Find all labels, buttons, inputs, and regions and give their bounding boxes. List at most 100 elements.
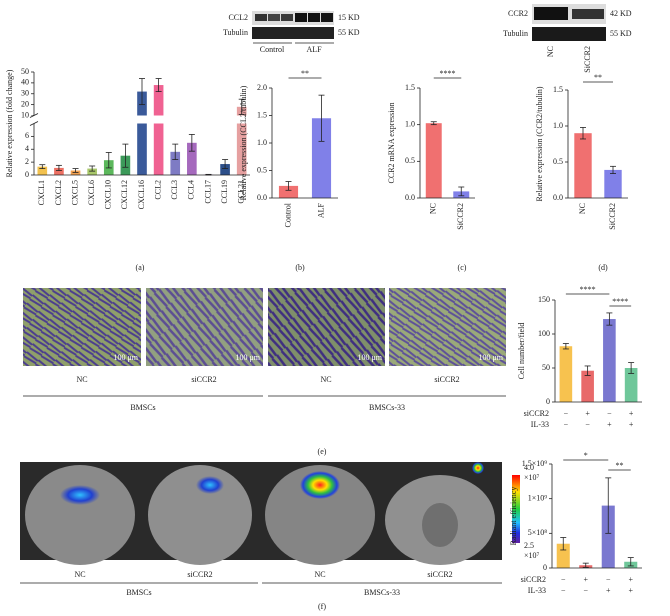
bar bbox=[37, 166, 48, 175]
band bbox=[268, 14, 280, 21]
blot-size: 42 KD bbox=[610, 9, 632, 18]
y-tick-label: 2 bbox=[25, 157, 29, 166]
bar bbox=[556, 543, 570, 568]
condition-mark: − bbox=[585, 420, 590, 429]
panel-label: (d) bbox=[598, 263, 608, 272]
lane-label: SiCCR2 bbox=[583, 46, 592, 73]
y-tick-label: 0 bbox=[543, 563, 547, 572]
micrograph bbox=[146, 288, 263, 366]
condition-mark: − bbox=[564, 420, 569, 429]
x-tick-label: CCL2 bbox=[153, 180, 162, 200]
condition-mark: + bbox=[628, 575, 633, 584]
panel-label: (b) bbox=[295, 263, 305, 272]
significance-label: ** bbox=[616, 461, 624, 470]
signal bbox=[300, 471, 340, 499]
x-tick-label: CXCL16 bbox=[137, 180, 146, 209]
x-tick-label: CXCL2 bbox=[54, 180, 63, 205]
colorbar bbox=[512, 475, 520, 543]
signal bbox=[60, 485, 100, 505]
x-tick-label: SiCCR2 bbox=[608, 203, 617, 230]
group-label: BMSCs bbox=[126, 588, 151, 597]
y-tick-label: 1.5 bbox=[405, 83, 415, 92]
y-tick-label: 1.0 bbox=[257, 138, 267, 147]
y-tick-label: 0 bbox=[25, 170, 29, 179]
panel-label: (a) bbox=[136, 263, 145, 272]
x-tick-label: Control bbox=[283, 202, 292, 227]
group-label: Control bbox=[260, 45, 285, 54]
significance-label: **** bbox=[580, 285, 596, 294]
y-tick-label: 30 bbox=[21, 89, 29, 98]
wound bbox=[422, 503, 458, 547]
image-label: siCCR2 bbox=[191, 375, 216, 384]
bar bbox=[624, 368, 638, 402]
colorbar-label: 4.0 bbox=[524, 463, 534, 472]
x-tick-label: CCL19 bbox=[220, 180, 229, 204]
y-axis-label: Cell number/field bbox=[517, 323, 526, 380]
group-label: BMSCs-33 bbox=[364, 588, 400, 597]
blot-row bbox=[252, 27, 334, 39]
break-mark bbox=[29, 121, 39, 126]
bar bbox=[87, 168, 97, 175]
bar bbox=[604, 169, 622, 198]
condition-mark: + bbox=[606, 586, 611, 595]
y-tick-label: 20 bbox=[21, 99, 29, 108]
y-tick-label: 40 bbox=[21, 78, 29, 87]
band bbox=[572, 9, 604, 19]
x-tick-label: CCL3 bbox=[170, 180, 179, 200]
significance-label: ** bbox=[594, 73, 602, 82]
group-label: BMSCs bbox=[130, 403, 155, 412]
condition-mark: − bbox=[607, 409, 612, 418]
bar bbox=[54, 167, 64, 175]
y-axis-label: CCR2 mRNA expression bbox=[387, 103, 396, 184]
condition-mark: + bbox=[629, 420, 634, 429]
image-label: siCCR2 bbox=[427, 570, 452, 579]
y-axis-label: Relative expression (fold change) bbox=[5, 69, 14, 177]
x-tick-label: CXCL10 bbox=[104, 180, 113, 209]
image-label: siCCR2 bbox=[434, 375, 459, 384]
panel-label: (e) bbox=[318, 447, 327, 456]
significance-label: ** bbox=[301, 69, 309, 78]
band bbox=[295, 13, 307, 22]
x-tick-label: ALF bbox=[316, 202, 325, 218]
condition-mark: − bbox=[583, 586, 588, 595]
y-tick-label: 1.5×10⁹ bbox=[522, 459, 548, 468]
condition-mark: + bbox=[607, 420, 612, 429]
axis-break bbox=[30, 115, 252, 124]
condition-mark: − bbox=[606, 575, 611, 584]
bar bbox=[559, 346, 573, 402]
bar bbox=[153, 85, 164, 175]
y-tick-label: 0.5 bbox=[553, 157, 563, 166]
y-tick-label: 10 bbox=[21, 110, 29, 119]
bar bbox=[601, 505, 615, 568]
blot-label: CCL2 bbox=[228, 13, 248, 22]
y-tick-label: 1.5 bbox=[257, 110, 267, 119]
colorbar-label: 2.5 bbox=[524, 541, 534, 550]
bar bbox=[425, 123, 442, 198]
bar bbox=[137, 91, 147, 175]
blot-row bbox=[532, 27, 606, 41]
band bbox=[281, 14, 293, 21]
signal bbox=[472, 462, 484, 474]
y-tick-label: 0.5 bbox=[405, 156, 415, 165]
y-tick-label: 4 bbox=[25, 144, 29, 153]
y-tick-label: 1×10⁹ bbox=[528, 493, 548, 502]
imaging: NC siCCR2 NC siCCR2 BMSCs BMSCs-33 4.0 ×… bbox=[20, 462, 540, 597]
bar bbox=[603, 319, 616, 402]
colorbar-unit: ×10⁷ bbox=[524, 551, 540, 560]
y-axis-label: Relative expression (CCL2/tubulin) bbox=[239, 85, 248, 200]
y-tick-label: 0.0 bbox=[405, 193, 415, 202]
blot-label: Tubulin bbox=[503, 29, 528, 38]
bar bbox=[220, 164, 230, 175]
scale-bar: 100 μm bbox=[478, 353, 503, 362]
y-tick-label: 1.5 bbox=[553, 85, 563, 94]
lane-label: NC bbox=[546, 46, 555, 57]
x-tick-label: CCL4 bbox=[187, 180, 196, 200]
blot-size: 55 KD bbox=[610, 29, 632, 38]
y-tick-label: 0 bbox=[546, 397, 550, 406]
blot-label: Tubulin bbox=[223, 28, 248, 37]
image-label: NC bbox=[320, 375, 331, 384]
blot-ccl2: CCL2 Tubulin 15 KD 55 KD Control ALF bbox=[223, 11, 360, 54]
animal bbox=[148, 465, 252, 565]
y-tick-label: 0.0 bbox=[553, 193, 563, 202]
